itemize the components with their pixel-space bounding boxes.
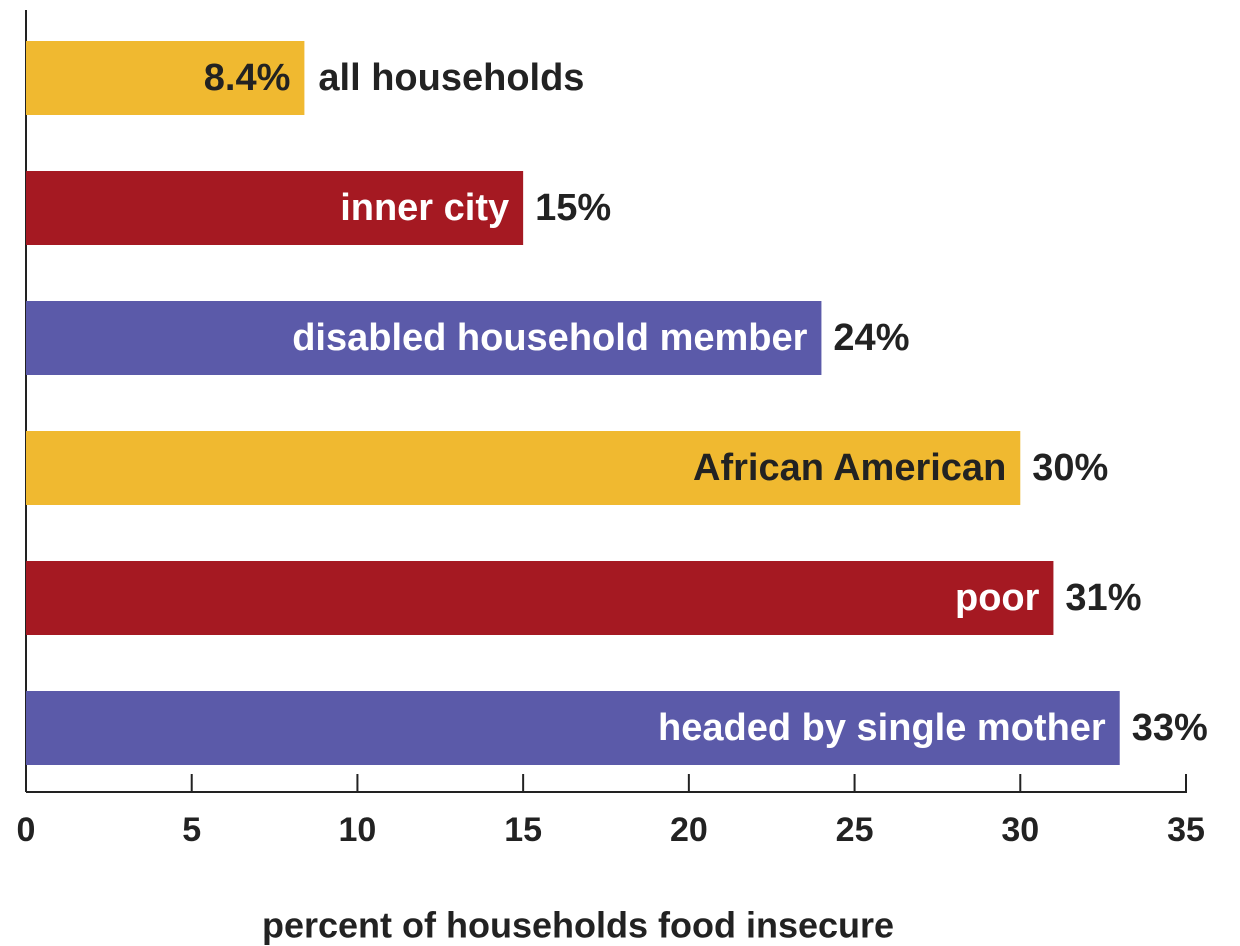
- x-tick-label: 25: [836, 811, 874, 849]
- category-label: headed by single mother: [658, 707, 1106, 749]
- bar: [26, 561, 1054, 635]
- category-label: African American: [693, 447, 1006, 489]
- category-label: poor: [955, 577, 1040, 619]
- category-label: inner city: [340, 187, 509, 229]
- category-label: disabled household member: [292, 317, 807, 359]
- x-tick-label: 20: [670, 811, 708, 849]
- x-tick-label: 0: [17, 811, 36, 849]
- x-axis-title: percent of households food insecure: [262, 905, 894, 946]
- bar: [26, 691, 1120, 765]
- bar: [26, 41, 305, 115]
- value-label: 15%: [535, 187, 611, 229]
- bar: [26, 431, 1021, 505]
- x-tick-label: 35: [1167, 811, 1205, 849]
- bar: [26, 171, 524, 245]
- value-label: 30%: [1032, 447, 1108, 489]
- x-tick-label: 5: [182, 811, 201, 849]
- x-tick-label: 10: [339, 811, 377, 849]
- value-label: 24%: [833, 317, 909, 359]
- x-tick-label: 30: [1001, 811, 1039, 849]
- value-label: 8.4%: [204, 57, 291, 99]
- x-tick-label: 15: [504, 811, 542, 849]
- value-label: 31%: [1065, 577, 1141, 619]
- bar: [26, 301, 822, 375]
- value-label: 33%: [1132, 707, 1208, 749]
- category-label: all households: [318, 57, 584, 99]
